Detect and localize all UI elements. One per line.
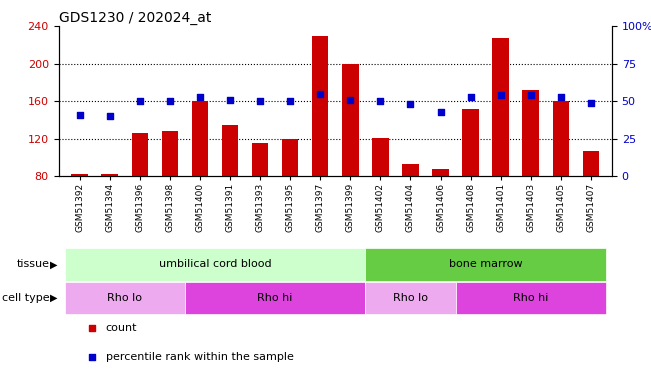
Point	[74, 112, 85, 118]
Text: Rho hi: Rho hi	[513, 293, 548, 303]
Point	[586, 100, 596, 106]
Bar	[72, 174, 88, 176]
Bar	[432, 169, 449, 176]
Point	[225, 97, 235, 103]
Point	[436, 109, 446, 115]
Bar	[102, 174, 118, 176]
Text: Rho lo: Rho lo	[107, 293, 143, 303]
Bar	[553, 101, 569, 176]
Bar	[185, 282, 365, 314]
Bar	[342, 64, 359, 176]
Bar	[365, 248, 606, 280]
Point	[495, 92, 506, 98]
Bar	[372, 138, 389, 176]
Bar	[282, 139, 298, 176]
Point	[405, 101, 415, 107]
Point	[87, 325, 97, 331]
Text: percentile rank within the sample: percentile rank within the sample	[105, 352, 294, 362]
Bar	[365, 282, 456, 314]
Point	[105, 113, 115, 119]
Point	[375, 98, 385, 104]
Bar	[402, 164, 419, 176]
Bar	[161, 131, 178, 176]
Bar	[456, 282, 606, 314]
Text: GDS1230 / 202024_at: GDS1230 / 202024_at	[59, 11, 211, 25]
Text: count: count	[105, 323, 137, 333]
Bar	[583, 151, 599, 176]
Bar	[64, 282, 185, 314]
Point	[195, 94, 205, 100]
Point	[315, 91, 326, 97]
Text: ▶: ▶	[49, 260, 57, 269]
Text: bone marrow: bone marrow	[449, 260, 523, 269]
Point	[555, 94, 566, 100]
Point	[165, 98, 175, 104]
Bar	[64, 248, 365, 280]
Text: cell type: cell type	[2, 293, 49, 303]
Point	[465, 94, 476, 100]
Bar	[222, 124, 238, 176]
Bar	[523, 90, 539, 176]
Bar	[312, 36, 329, 176]
Point	[135, 98, 145, 104]
Bar	[492, 38, 509, 176]
Text: Rho hi: Rho hi	[257, 293, 293, 303]
Text: Rho lo: Rho lo	[393, 293, 428, 303]
Text: ▶: ▶	[49, 293, 57, 303]
Bar	[462, 109, 479, 176]
Text: tissue: tissue	[16, 260, 49, 269]
Text: umbilical cord blood: umbilical cord blood	[159, 260, 271, 269]
Bar	[132, 133, 148, 176]
Point	[87, 354, 97, 360]
Point	[345, 97, 355, 103]
Point	[255, 98, 266, 104]
Point	[285, 98, 296, 104]
Point	[525, 92, 536, 98]
Bar	[252, 144, 268, 176]
Bar	[191, 101, 208, 176]
